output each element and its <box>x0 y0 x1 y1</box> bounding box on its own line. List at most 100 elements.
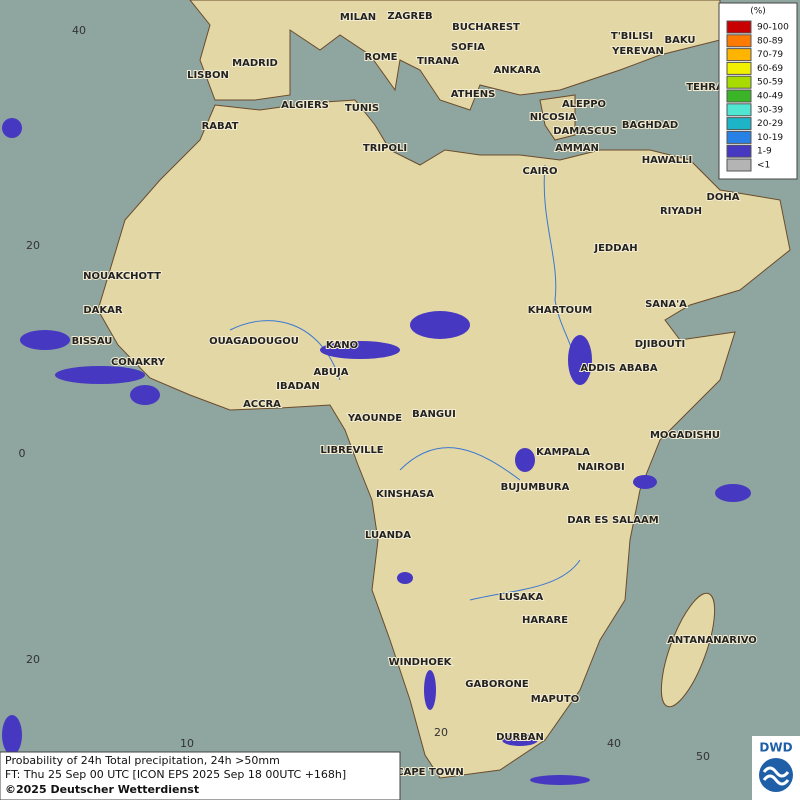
legend-label: <1 <box>757 161 770 171</box>
precip-areas <box>2 118 751 785</box>
legend-swatch <box>726 117 752 131</box>
city-label: ROME <box>365 52 398 63</box>
city-label: BISSAU <box>72 336 113 347</box>
city-label: MADRID <box>232 58 278 69</box>
lon-label: 20 <box>434 726 448 739</box>
city-label: LIBREVILLE <box>320 445 383 456</box>
logo-text: DWD <box>759 741 792 755</box>
city-label: WINDHOEK <box>389 657 453 668</box>
legend-swatch <box>726 158 752 172</box>
city-label: IBADAN <box>276 381 320 392</box>
legend-swatch <box>726 144 752 158</box>
city-label: BUJUMBURA <box>501 482 570 493</box>
city-label: ALGIERS <box>281 100 329 111</box>
legend-swatch <box>726 20 752 34</box>
city-label: RIYADH <box>660 206 702 217</box>
city-label: NAIROBI <box>577 462 624 473</box>
city-label: KINSHASA <box>376 489 434 500</box>
city-label: GABORONE <box>465 679 529 690</box>
city-label: T'BILISI <box>611 31 653 42</box>
city-label: CAPE TOWN <box>396 767 463 778</box>
city-label: AMMAN <box>555 143 599 154</box>
city-labels: MILAN ZAGREB BUCHAREST MADRID ROME SOFIA TIRAN… <box>71 10 758 779</box>
city-label: YAOUNDE <box>347 413 402 424</box>
legend-swatch <box>726 103 752 117</box>
city-label: DURBAN <box>496 732 544 743</box>
city-label: ANTANANARIVO <box>667 635 757 646</box>
city-label: ALEPPO <box>562 99 606 110</box>
city-label: ANKARA <box>493 65 540 76</box>
city-label: SOFIA <box>451 42 485 53</box>
legend-swatch <box>726 61 752 75</box>
legend-label: 80-89 <box>757 36 783 46</box>
city-label: KANO <box>326 340 358 351</box>
city-label: CAIRO <box>523 166 558 177</box>
legend-label: 1-9 <box>757 147 772 157</box>
city-label: ADDIS ABABA <box>580 363 657 374</box>
city-label: KAMPALA <box>536 447 590 458</box>
legend-swatch <box>726 130 752 144</box>
legend-label: 30-39 <box>757 105 783 115</box>
lon-label: 40 <box>607 737 621 750</box>
city-label: ABUJA <box>314 367 349 378</box>
city-label: TUNIS <box>345 103 379 114</box>
legend-swatch <box>726 34 752 48</box>
city-label: KHARTOUM <box>528 305 593 316</box>
logo-waves <box>762 766 790 786</box>
city-label: ACCRA <box>243 399 281 410</box>
city-label: OUAGADOUGOU <box>209 336 299 347</box>
city-label: SANA'A <box>645 299 687 310</box>
city-label: MAPUTO <box>531 694 579 705</box>
legend-label: 50-59 <box>757 78 783 88</box>
legend-swatch <box>726 89 752 103</box>
city-label: MILAN <box>340 12 376 23</box>
city-label: BANGUI <box>412 409 456 420</box>
legend-label: 10-19 <box>757 133 783 143</box>
city-label: HAWALLI <box>642 155 692 166</box>
city-label: ATHENS <box>451 89 496 100</box>
city-label: BAGHDAD <box>622 120 678 131</box>
city-label: DAMASCUS <box>553 126 617 137</box>
city-label: DAR ES SALAAM <box>567 515 659 526</box>
lat-label: 20 <box>26 653 40 666</box>
lat-label: 0 <box>19 447 26 460</box>
caption-box <box>0 751 401 800</box>
city-label: NOUAKCHOTT <box>83 271 161 282</box>
city-label: TRIPOLI <box>363 143 407 154</box>
city-label: MOGADISHU <box>650 430 720 441</box>
city-label: DJIBOUTI <box>635 339 686 350</box>
city-label: ZAGREB <box>387 11 432 22</box>
lat-label: 20 <box>26 239 40 252</box>
caption-line: Probability of 24h Total precipitation, … <box>5 754 280 767</box>
city-label: BAKU <box>664 35 695 46</box>
legend-swatch <box>726 75 752 89</box>
city-label: DOHA <box>707 192 740 203</box>
city-label: LUSAKA <box>499 592 544 603</box>
city-label: JEDDAH <box>593 243 637 254</box>
city-label: RABAT <box>202 121 239 132</box>
city-label: LISBON <box>187 70 229 81</box>
lat-label: 40 <box>72 24 86 37</box>
city-label: BUCHAREST <box>452 22 520 33</box>
graticule-labels: 40 20 0 20 10 20 40 50 <box>19 24 711 763</box>
legend-swatch <box>726 48 752 62</box>
city-label: LUANDA <box>365 530 411 541</box>
legend-label: 60-69 <box>757 64 783 74</box>
lon-label: 10 <box>180 737 194 750</box>
city-label: YEREVAN <box>611 46 664 57</box>
land <box>97 0 791 779</box>
logo-icon <box>759 758 793 792</box>
caption-line: ©2025 Deutscher Wetterdienst <box>5 783 199 796</box>
legend-label: 70-79 <box>757 50 783 60</box>
city-label: CONAKRY <box>111 357 166 368</box>
legend-title: (%) <box>750 7 766 17</box>
legend: (%) 90-100 80-89 70-79 60-69 50-59 40-49 30-39… <box>718 2 798 180</box>
city-label: TIRANA <box>417 56 459 67</box>
city-label: TEHRA <box>686 82 724 93</box>
caption-line: FT: Thu 25 Sep 00 UTC [ICON EPS 2025 Sep… <box>5 768 346 781</box>
city-label: NICOSIA <box>530 112 577 123</box>
legend-label: 20-29 <box>757 119 783 129</box>
legend-label: 40-49 <box>757 92 783 102</box>
city-label: DAKAR <box>83 305 123 316</box>
